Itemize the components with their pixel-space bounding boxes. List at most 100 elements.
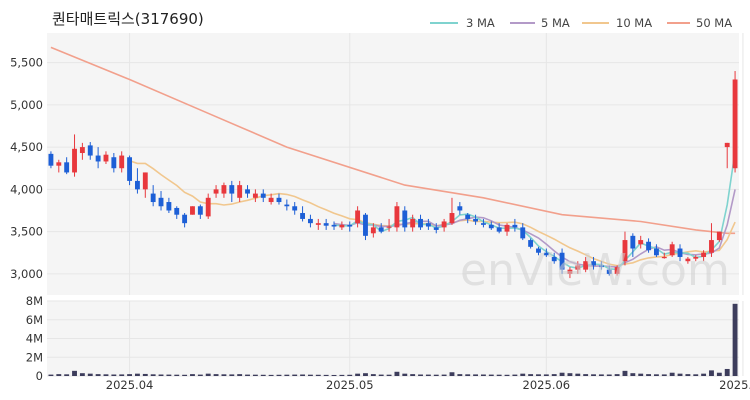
- candle-body: [575, 265, 581, 270]
- candle-body: [457, 206, 463, 211]
- volume-bar: [307, 374, 313, 376]
- volume-bar: [182, 374, 188, 376]
- candle-body: [630, 235, 636, 249]
- volume-bar: [465, 374, 471, 376]
- candle-body: [252, 193, 258, 198]
- volume-bar: [724, 368, 730, 376]
- candle-body: [520, 227, 526, 239]
- volume-bar: [701, 373, 707, 376]
- candle-body: [307, 218, 313, 224]
- volume-bar: [237, 374, 243, 376]
- candle-body: [221, 185, 227, 194]
- volume-bar: [142, 373, 148, 376]
- volume-bar: [559, 372, 565, 376]
- candle-body: [536, 248, 541, 253]
- candle-body: [64, 162, 70, 173]
- candle-body: [661, 256, 667, 259]
- candle-body: [150, 193, 156, 203]
- candle-body: [158, 197, 164, 207]
- volume-bar: [111, 374, 117, 376]
- candle-body: [213, 189, 219, 194]
- candle-body: [480, 223, 486, 225]
- candle-body: [174, 207, 180, 215]
- price-tick-label: 4,500: [10, 140, 43, 154]
- volume-bar: [221, 374, 227, 376]
- volume-bar: [284, 374, 290, 376]
- watermark: enVieW.com: [460, 245, 730, 296]
- volume-bar: [323, 374, 329, 376]
- candle-body: [284, 204, 290, 207]
- volume-bar: [575, 373, 581, 376]
- candle-body: [323, 223, 329, 226]
- volume-bar: [378, 374, 384, 376]
- volume-bar: [693, 374, 699, 376]
- candlesticks: [48, 71, 738, 279]
- candle-body: [182, 214, 188, 224]
- volume-bars: [48, 303, 738, 376]
- volume-bar: [190, 374, 195, 376]
- volume-bar: [661, 374, 667, 376]
- volume-bar: [520, 373, 526, 376]
- volume-bar: [174, 374, 180, 376]
- candle-body: [363, 214, 368, 236]
- candle-body: [685, 258, 691, 262]
- volume-bar: [638, 373, 644, 376]
- candle-body: [473, 218, 479, 222]
- volume-bar: [315, 374, 321, 376]
- candle-body: [119, 155, 125, 169]
- x-axis-ticks: 2025.04 2025.05 2025.06 2025.07: [106, 378, 750, 392]
- candle-body: [543, 252, 549, 256]
- volume-bar: [166, 374, 172, 376]
- volume-bar: [292, 374, 298, 376]
- candle-body: [646, 241, 652, 251]
- volume-tick-label: 4M: [26, 332, 43, 346]
- volume-bar: [567, 373, 573, 376]
- volume-bar: [229, 374, 235, 376]
- price-tick-label: 3,500: [10, 225, 43, 239]
- candle-body: [559, 252, 565, 270]
- candle-body: [79, 147, 85, 154]
- candle-body: [260, 193, 266, 198]
- volume-bar: [300, 374, 306, 376]
- volume-bar: [630, 373, 636, 376]
- candle-body: [276, 197, 282, 203]
- candle-body: [504, 224, 510, 232]
- candle-body: [245, 189, 250, 194]
- ma5-line: [333, 189, 736, 268]
- volume-bar: [56, 374, 62, 376]
- volume-bar: [339, 374, 345, 376]
- volume-bar: [276, 374, 282, 376]
- candle-body: [465, 214, 471, 219]
- volume-bar: [260, 374, 266, 376]
- candle-body: [72, 148, 77, 173]
- volume-bar: [252, 374, 258, 376]
- volume-bar: [72, 370, 77, 376]
- candle-body: [268, 197, 274, 203]
- volume-bar: [598, 374, 604, 376]
- candle-body: [732, 79, 738, 169]
- price-tick-label: 3,000: [10, 267, 43, 281]
- candle-body: [111, 157, 117, 169]
- volume-bar: [614, 374, 620, 376]
- volume-tick-label: 8M: [26, 294, 43, 308]
- candle-body: [378, 227, 384, 232]
- volume-bar: [685, 374, 691, 376]
- candle-body: [48, 153, 54, 166]
- ma3-line: [333, 151, 736, 271]
- candle-body: [614, 267, 620, 274]
- volume-bar: [64, 374, 70, 376]
- x-tick-label: 2025.05: [326, 378, 374, 392]
- candle-body: [87, 145, 93, 156]
- candle-body: [638, 240, 644, 245]
- volume-tick-label: 2M: [26, 350, 43, 364]
- candle-body: [134, 180, 140, 190]
- volume-bar: [512, 374, 518, 376]
- volume-bar: [480, 374, 486, 376]
- price-tick-label: 4,000: [10, 182, 43, 196]
- candle-body: [95, 155, 101, 162]
- price-tick-label: 5,000: [10, 98, 43, 112]
- candle-body: [205, 197, 211, 217]
- candle-body: [551, 256, 557, 262]
- candle-body: [693, 256, 699, 259]
